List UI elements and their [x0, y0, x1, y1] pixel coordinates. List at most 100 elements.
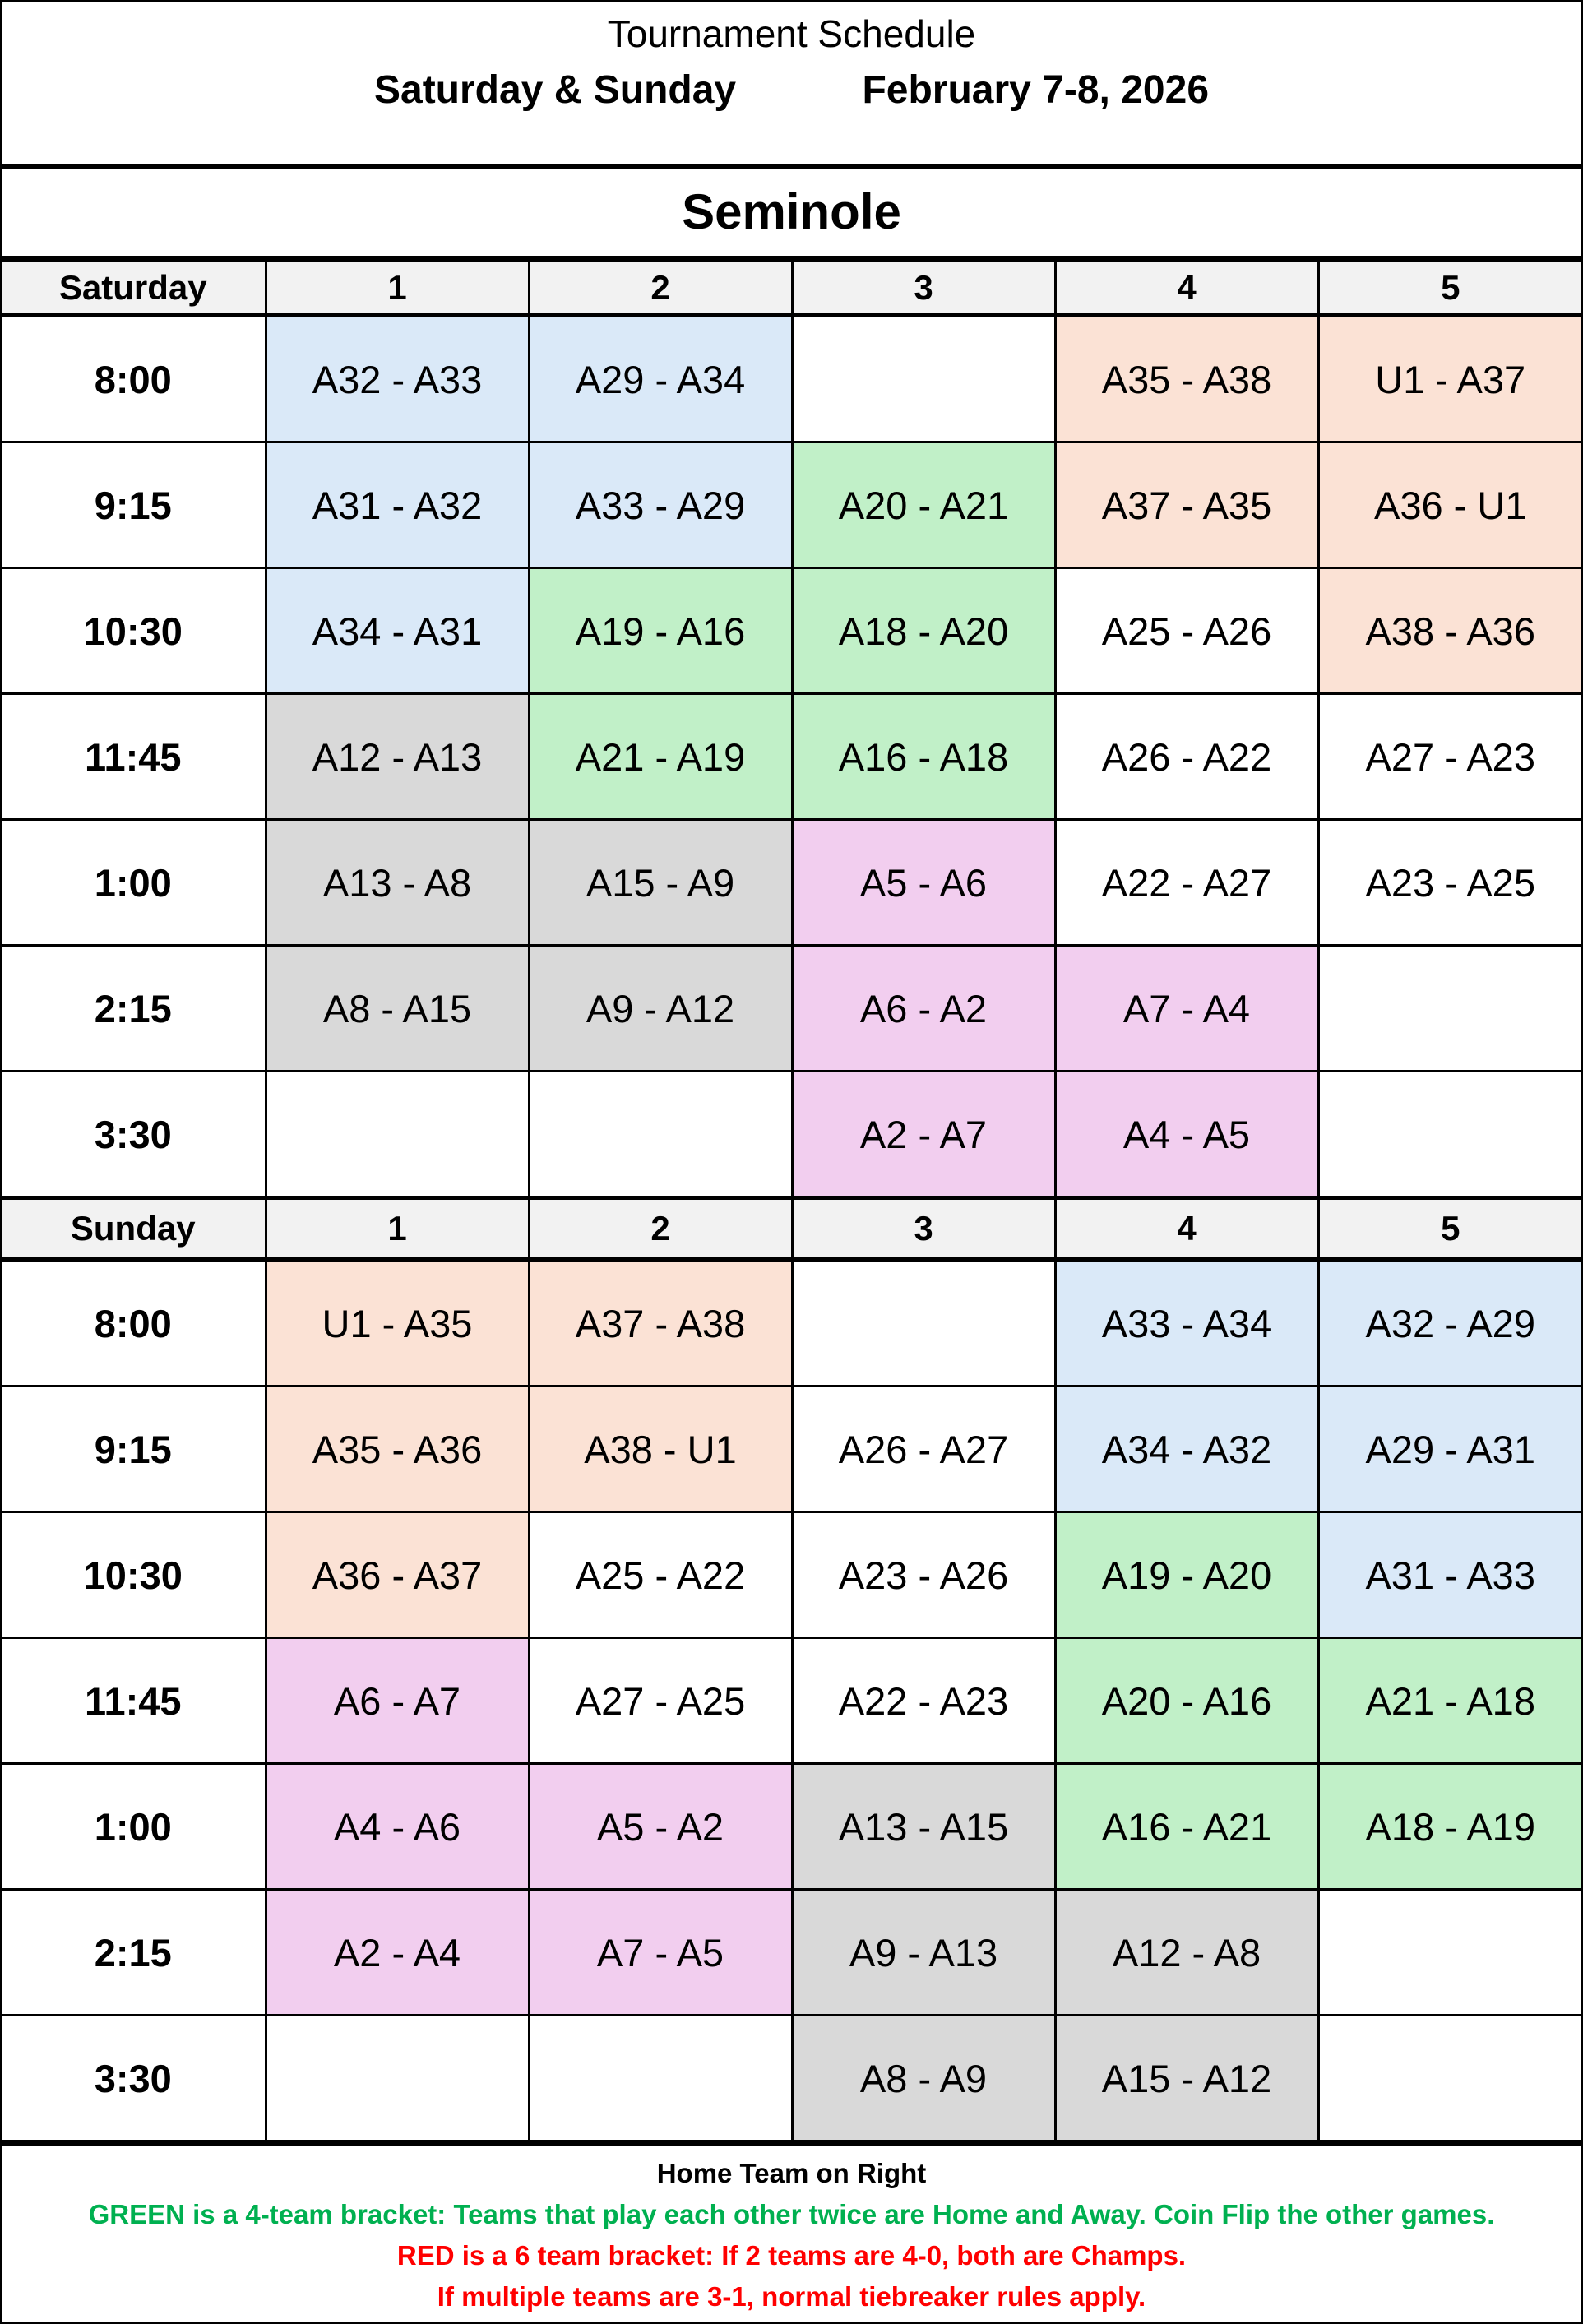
time-slot-row: 8:00 U1 - A35 A37 - A38 A33 - A34 A32 - A29 — [2, 1258, 1581, 1387]
time-slot-row: 8:00 A32 - A33 A29 - A34 A35 - A38 U1 - A37 — [2, 314, 1581, 443]
venue-name: Seminole — [2, 169, 1581, 260]
tiebreaker-note: If multiple teams are 3-1, normal tiebre… — [437, 2281, 1146, 2312]
time-slot-row: 2:15 A2 - A4 A7 - A5 A9 - A13 A12 - A8 — [2, 1888, 1581, 2016]
field-header: 4 — [1053, 260, 1320, 317]
game-cell: A12 - A13 — [264, 692, 530, 821]
game-cell: A27 - A25 — [527, 1637, 794, 1765]
game-cell: A4 - A5 — [1053, 1070, 1320, 1199]
game-cell: A15 - A12 — [1053, 2014, 1320, 2142]
game-cell: A9 - A12 — [527, 944, 794, 1072]
game-cell: A9 - A13 — [790, 1888, 1057, 2016]
time-slot: 8:00 — [2, 314, 267, 443]
game-cell: A27 - A23 — [1317, 692, 1581, 821]
game-cell — [790, 314, 1057, 443]
game-cell: A21 - A19 — [527, 692, 794, 821]
time-slot-row: 1:00 A13 - A8 A15 - A9 A5 - A6 A22 - A27 A23 … — [2, 818, 1581, 947]
game-cell: A36 - A37 — [264, 1511, 530, 1639]
schedule-dates: February 7-8, 2026 — [862, 68, 1210, 112]
field-header: 5 — [1317, 1196, 1581, 1262]
schedule-table: Saturday 1 2 3 4 5 8:00 A32 - A33 A29 - A34 A35 -… — [2, 260, 1581, 2142]
time-slot-row: 11:45 A12 - A13 A21 - A19 A16 - A18 A26 - A2… — [2, 692, 1581, 821]
field-header: 4 — [1053, 1196, 1320, 1262]
game-cell: A6 - A2 — [790, 944, 1057, 1072]
field-header: 2 — [527, 1196, 794, 1262]
game-cell: A31 - A33 — [1317, 1511, 1581, 1639]
time-slot: 3:30 — [2, 2014, 267, 2142]
game-cell: A32 - A33 — [264, 314, 530, 443]
game-cell: A29 - A31 — [1317, 1385, 1581, 1513]
game-cell: A33 - A29 — [527, 441, 794, 569]
game-cell: A8 - A9 — [790, 2014, 1057, 2142]
legend: Home Team on Right GREEN is a 4-team bra… — [2, 2142, 1581, 2317]
game-cell: A25 - A22 — [527, 1511, 794, 1639]
game-cell — [1317, 1888, 1581, 2016]
game-cell: A23 - A26 — [790, 1511, 1057, 1639]
field-header: 3 — [790, 1196, 1057, 1262]
game-cell: A15 - A9 — [527, 818, 794, 947]
time-slot: 11:45 — [2, 692, 267, 821]
game-cell: A4 - A6 — [264, 1762, 530, 1891]
game-cell: A6 - A7 — [264, 1637, 530, 1765]
time-slot-row: 2:15 A8 - A15 A9 - A12 A6 - A2 A7 - A4 — [2, 944, 1581, 1072]
time-slot: 1:00 — [2, 818, 267, 947]
schedule-title: Tournament Schedule — [607, 12, 976, 55]
game-cell: A32 - A29 — [1317, 1258, 1581, 1387]
game-cell — [790, 1258, 1057, 1387]
day-header-row: Sunday 1 2 3 4 5 — [2, 1196, 1581, 1262]
field-header: 5 — [1317, 260, 1581, 317]
game-cell — [1317, 1070, 1581, 1199]
game-cell: A38 - A36 — [1317, 567, 1581, 695]
time-slot: 8:00 — [2, 1258, 267, 1387]
time-slot: 2:15 — [2, 1888, 267, 2016]
time-slot: 1:00 — [2, 1762, 267, 1891]
game-cell: A12 - A8 — [1053, 1888, 1320, 2016]
time-slot-row: 10:30 A34 - A31 A19 - A16 A18 - A20 A25 - A2… — [2, 567, 1581, 695]
game-cell: A26 - A27 — [790, 1385, 1057, 1513]
game-cell: A34 - A31 — [264, 567, 530, 695]
game-cell: A16 - A18 — [790, 692, 1057, 821]
game-cell — [1317, 944, 1581, 1072]
time-slot: 3:30 — [2, 1070, 267, 1199]
game-cell: A2 - A4 — [264, 1888, 530, 2016]
schedule-subtitle: Saturday & Sunday February 7-8, 2026 — [2, 67, 1581, 113]
red-bracket-note: RED is a 6 team bracket: If 2 teams are … — [396, 2240, 1187, 2271]
game-cell: A23 - A25 — [1317, 818, 1581, 947]
game-cell: A13 - A15 — [790, 1762, 1057, 1891]
game-cell: A34 - A32 — [1053, 1385, 1320, 1513]
time-slot: 10:30 — [2, 567, 267, 695]
game-cell: A18 - A19 — [1317, 1762, 1581, 1891]
game-cell: A16 - A21 — [1053, 1762, 1320, 1891]
game-cell: A37 - A35 — [1053, 441, 1320, 569]
time-slot-row: 9:15 A31 - A32 A33 - A29 A20 - A21 A37 - A35… — [2, 441, 1581, 569]
time-slot: 11:45 — [2, 1637, 267, 1765]
game-cell: A25 - A26 — [1053, 567, 1320, 695]
time-slot-row: 11:45 A6 - A7 A27 - A25 A22 - A23 A20 - A16 A… — [2, 1637, 1581, 1765]
time-slot-row: 9:15 A35 - A36 A38 - U1 A26 - A27 A34 - A32 A… — [2, 1385, 1581, 1513]
game-cell — [1317, 2014, 1581, 2142]
field-header: 1 — [264, 260, 530, 317]
game-cell: A33 - A34 — [1053, 1258, 1320, 1387]
day-label: Sunday — [2, 1196, 267, 1262]
game-cell: A5 - A2 — [527, 1762, 794, 1891]
game-cell: A8 - A15 — [264, 944, 530, 1072]
green-bracket-note: GREEN is a 4-team bracket: Teams that pl… — [88, 2199, 1495, 2229]
game-cell — [527, 1070, 794, 1199]
field-header: 3 — [790, 260, 1057, 317]
home-team-note: Home Team on Right — [656, 2158, 927, 2188]
time-slot-row: 3:30 A2 - A7 A4 - A5 — [2, 1070, 1581, 1199]
game-cell: A21 - A18 — [1317, 1637, 1581, 1765]
time-slot: 10:30 — [2, 1511, 267, 1639]
field-header: 2 — [527, 260, 794, 317]
time-slot: 9:15 — [2, 1385, 267, 1513]
game-cell: A35 - A38 — [1053, 314, 1320, 443]
game-cell: A20 - A16 — [1053, 1637, 1320, 1765]
game-cell: U1 - A37 — [1317, 314, 1581, 443]
schedule-days: Saturday & Sunday — [373, 68, 737, 112]
game-cell: A29 - A34 — [527, 314, 794, 443]
game-cell: A26 - A22 — [1053, 692, 1320, 821]
game-cell: A20 - A21 — [790, 441, 1057, 569]
field-header: 1 — [264, 1196, 530, 1262]
game-cell: U1 - A35 — [264, 1258, 530, 1387]
time-slot: 2:15 — [2, 944, 267, 1072]
game-cell: A22 - A27 — [1053, 818, 1320, 947]
